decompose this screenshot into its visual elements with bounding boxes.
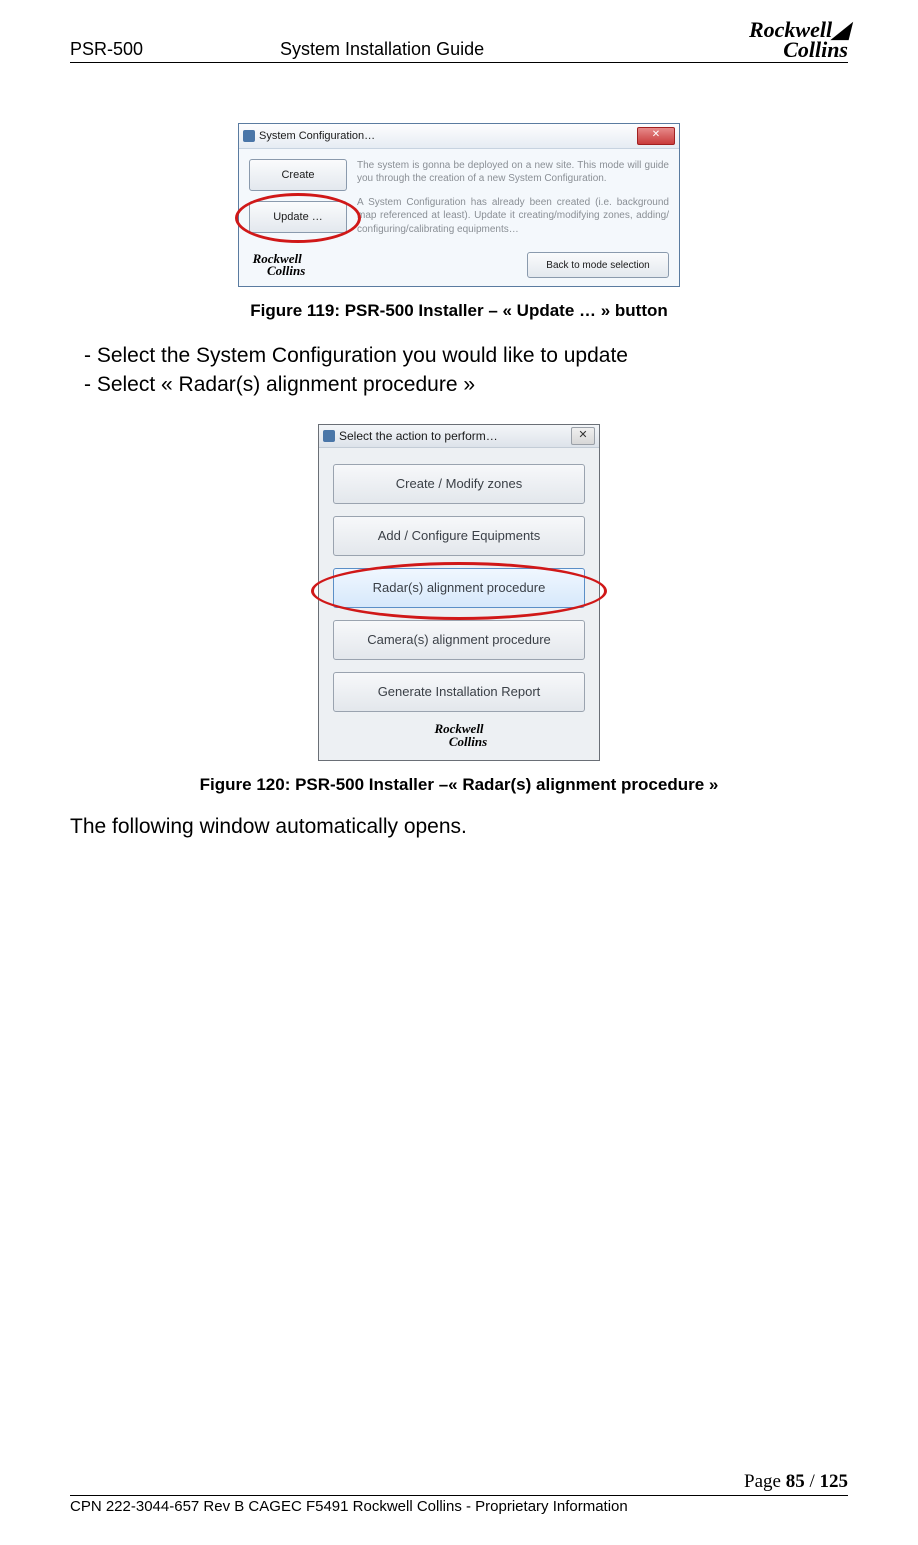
list-item: Select the System Configuration you woul…: [70, 341, 848, 370]
close-button[interactable]: ✕: [571, 427, 595, 445]
figure-119-caption: Figure 119: PSR-500 Installer – « Update…: [70, 301, 848, 321]
close-button[interactable]: ✕: [637, 127, 675, 145]
dialog-logo-bottom: Collins: [267, 265, 305, 277]
create-button[interactable]: Create: [249, 159, 347, 191]
page-total: 125: [820, 1471, 849, 1492]
dialog-footer: Rockwell Collins: [319, 718, 599, 760]
dialog-button-column: Create Update …: [249, 159, 347, 247]
dialog-title-text: Select the action to perform…: [339, 429, 498, 443]
page-label: Page: [744, 1471, 786, 1492]
back-button[interactable]: Back to mode selection: [527, 252, 669, 278]
logo-text-bottom: Collins: [783, 37, 848, 62]
dialog-logo: Rockwell Collins: [319, 721, 599, 748]
figure-120: Select the action to perform… ✕ Create /…: [70, 424, 848, 761]
page-footer: Page 85 / 125 CPN 222-3044-657 Rev B CAG…: [70, 1471, 848, 1515]
dialog-title: Select the action to perform…: [323, 429, 498, 443]
dialog-body: Create / Modify zones Add / Configure Eq…: [319, 448, 599, 718]
update-description: A System Configuration has already been …: [357, 196, 669, 237]
header-product: PSR-500: [70, 39, 143, 60]
create-description: The system is gonna be deployed on a new…: [357, 159, 669, 186]
dialog-title: System Configuration…: [243, 130, 375, 142]
document-page: PSR-500 System Installation Guide Rockwe…: [0, 0, 918, 1545]
dialog-body: Create Update … The system is gonna be d…: [239, 149, 679, 253]
update-button[interactable]: Update …: [249, 201, 347, 233]
radar-alignment-button[interactable]: Radar(s) alignment procedure: [333, 568, 585, 608]
app-icon: [323, 430, 335, 442]
dialog-descriptions: The system is gonna be deployed on a new…: [357, 159, 669, 247]
dialog-footer: Rockwell Collins Back to mode selection: [239, 252, 679, 286]
header-title: System Installation Guide: [280, 39, 484, 60]
system-config-dialog: System Configuration… ✕ Create Update … …: [238, 123, 680, 288]
page-sep: /: [805, 1471, 820, 1492]
figure-119: System Configuration… ✕ Create Update … …: [70, 123, 848, 288]
dialog-titlebar: System Configuration… ✕: [239, 124, 679, 149]
app-icon: [243, 130, 255, 142]
select-action-dialog: Select the action to perform… ✕ Create /…: [318, 424, 600, 761]
dialog-title-text: System Configuration…: [259, 130, 375, 142]
footer-proprietary-line: CPN 222-3044-657 Rev B CAGEC F5491 Rockw…: [70, 1495, 848, 1515]
header-logo: Rockwell◢ Collins: [749, 20, 848, 60]
dialog-logo-bottom: Collins: [337, 736, 599, 748]
figure-120-caption: Figure 120: PSR-500 Installer –« Radar(s…: [70, 775, 848, 795]
page-current: 85: [786, 1471, 805, 1492]
body-paragraph: The following window automatically opens…: [70, 815, 848, 839]
generate-report-button[interactable]: Generate Installation Report: [333, 672, 585, 712]
page-number: Page 85 / 125: [70, 1471, 848, 1493]
page-header: PSR-500 System Installation Guide Rockwe…: [70, 20, 848, 63]
instruction-list: Select the System Configuration you woul…: [70, 341, 848, 400]
add-configure-equipments-button[interactable]: Add / Configure Equipments: [333, 516, 585, 556]
dialog-titlebar: Select the action to perform… ✕: [319, 425, 599, 448]
create-modify-zones-button[interactable]: Create / Modify zones: [333, 464, 585, 504]
dialog-logo: Rockwell Collins: [249, 253, 305, 276]
list-item: Select « Radar(s) alignment procedure »: [70, 370, 848, 399]
camera-alignment-button[interactable]: Camera(s) alignment procedure: [333, 620, 585, 660]
